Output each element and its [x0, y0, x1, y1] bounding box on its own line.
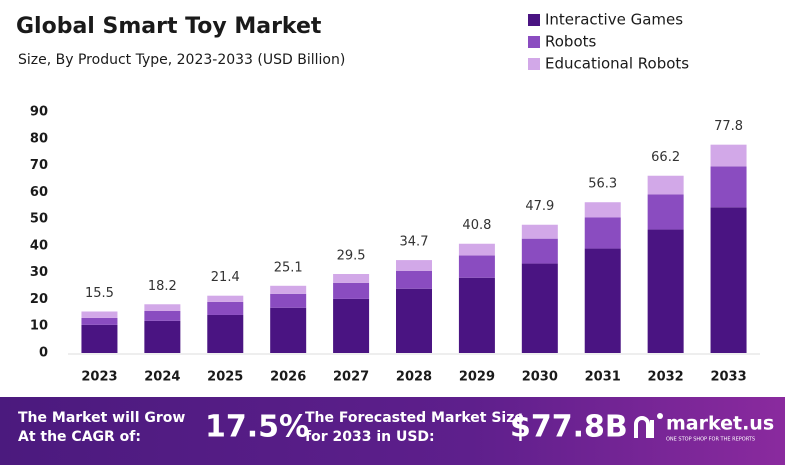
bar-segment: [270, 285, 307, 294]
bar-segment: [333, 274, 370, 283]
cagr-text: The Market will Grow At the CAGR of:: [18, 410, 185, 445]
bar-segment: [207, 314, 244, 353]
bar-segment: [207, 301, 244, 315]
y-tick-label: 40: [30, 238, 48, 253]
y-tick-label: 0: [39, 346, 48, 361]
legend-label: Interactive Games: [545, 11, 683, 29]
x-tick-label: 2023: [81, 370, 117, 385]
brand: market.us: [666, 413, 774, 435]
bar-segment: [81, 311, 118, 318]
y-tick-label: 70: [30, 158, 48, 173]
total-label: 40.8: [462, 218, 491, 233]
x-tick-label: 2029: [459, 370, 495, 385]
legend-swatch: [528, 14, 540, 26]
bar-segment: [584, 217, 621, 249]
total-label: 15.5: [85, 286, 114, 301]
footer-banner: [0, 397, 785, 465]
x-tick-label: 2026: [270, 370, 306, 385]
bar-segment: [458, 243, 495, 256]
bar-segment: [333, 298, 370, 353]
bar-segment: [270, 307, 307, 353]
bar-segment: [270, 293, 307, 308]
bar-segment: [144, 304, 181, 311]
bar-segment: [584, 248, 621, 353]
bar-segment: [647, 175, 684, 195]
bar-segment: [144, 320, 181, 353]
legend-label: Educational Robots: [545, 55, 689, 73]
chart-title: Global Smart Toy Market: [16, 14, 322, 39]
x-tick-label: 2025: [207, 370, 243, 385]
bar-segment: [333, 282, 370, 299]
bar-segment: [144, 310, 181, 321]
bar-segment: [647, 229, 684, 353]
total-label: 77.8: [714, 119, 743, 134]
bar-segment: [396, 288, 432, 353]
total-label: 56.3: [588, 177, 617, 192]
bar-segment: [396, 260, 432, 271]
x-tick-label: 2031: [585, 370, 621, 385]
legend-swatch: [528, 58, 540, 70]
bar-segment: [521, 224, 558, 239]
y-tick-label: 80: [30, 131, 48, 146]
chart-subtitle: Size, By Product Type, 2023-2033 (USD Bi…: [18, 52, 345, 68]
total-label: 34.7: [400, 235, 429, 250]
total-label: 29.5: [337, 249, 366, 264]
bar-segment: [710, 207, 747, 353]
x-tick-label: 2028: [396, 370, 432, 385]
x-tick-label: 2032: [648, 370, 684, 385]
y-tick-label: 60: [30, 185, 48, 200]
x-tick-label: 2024: [144, 370, 180, 385]
bar-segment: [584, 202, 621, 218]
total-label: 47.9: [525, 199, 554, 214]
total-label: 25.1: [274, 260, 303, 275]
bar-segment: [710, 166, 747, 208]
bar-segment: [521, 263, 558, 353]
y-tick-label: 20: [30, 292, 48, 307]
x-tick-label: 2033: [710, 370, 746, 385]
legend-label: Robots: [545, 33, 597, 51]
tagline: ONE STOP SHOP FOR THE REPORTS: [666, 437, 755, 443]
total-label: 18.2: [148, 279, 177, 294]
bar-segment: [458, 277, 495, 353]
bar-segment: [81, 317, 118, 325]
y-tick-label: 30: [30, 265, 48, 280]
forecast-value: $77.8B: [510, 410, 628, 445]
bar-segment: [81, 324, 118, 353]
bar-segment: [521, 238, 558, 264]
total-label: 66.2: [651, 150, 680, 165]
total-label: 21.4: [211, 270, 240, 285]
y-tick-label: 90: [30, 105, 48, 120]
x-tick-label: 2027: [333, 370, 369, 385]
x-tick-label: 2030: [522, 370, 558, 385]
y-tick-label: 10: [30, 319, 48, 334]
bar-segment: [396, 270, 432, 289]
y-tick-label: 50: [30, 212, 48, 227]
cagr-value: 17.5%: [205, 410, 309, 445]
bar-segment: [458, 255, 495, 278]
bar-segment: [647, 194, 684, 230]
forecast-text: The Forecasted Market Size for 2033 in US…: [305, 410, 524, 445]
legend-swatch: [528, 36, 540, 48]
bar-segment: [710, 144, 747, 167]
bar-segment: [207, 295, 244, 302]
brand-logo: [634, 413, 663, 438]
